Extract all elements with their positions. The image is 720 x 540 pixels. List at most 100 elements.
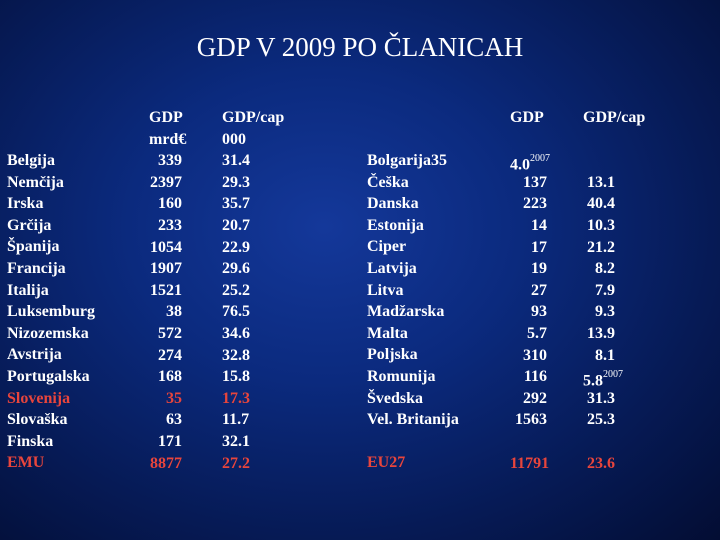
spacer: [510, 431, 547, 453]
right-gdpcap-cell: 13.1: [583, 172, 615, 194]
right-gdpcap-cell: 9.3: [583, 301, 615, 323]
left-gdp-cell: 38: [149, 301, 182, 323]
right-gdpcap-cell: 13.9: [583, 323, 615, 345]
right-total-gdp: 11791: [510, 453, 550, 475]
right-gdp-cell-text: 17: [531, 238, 547, 256]
right-country-cell: Malta: [367, 323, 459, 345]
left-gdp-cell-text: 63: [166, 411, 182, 429]
left-gdp-cell-text: 1907: [150, 260, 182, 278]
left-gdp-cell: 2397: [149, 172, 182, 194]
right-country-cell-text: Švedska: [367, 389, 424, 407]
left-country-cell-text: Luksemburg: [7, 303, 96, 321]
right-gdpcap-cell-text: 7.9: [595, 281, 615, 299]
left-gdpcap-cell: 20.7: [222, 215, 284, 237]
left-gdpcap-cell-text: 76.5: [222, 303, 250, 321]
right-gdp-cell-text: 116: [523, 368, 547, 386]
left-gdpcap-cell: 11.7: [222, 409, 284, 431]
spacer: [367, 431, 459, 453]
right-country-cell-text: Malta: [367, 324, 408, 342]
right-gdp-cell: 5.7: [510, 323, 547, 345]
left-gdpcap-cell-text: 31.4: [222, 152, 250, 170]
right-gdpcap-cell: 8.1: [583, 345, 615, 367]
right-gdpcap-cell: 21.2: [583, 237, 615, 259]
right-gdp-cell-text: 5.7: [527, 324, 547, 342]
left-gdpcap-cell: 32.8: [222, 345, 284, 367]
right-gdpcap-header-text: GDP/cap: [583, 109, 646, 126]
left-gdp-cell: 35: [149, 388, 182, 410]
right-gdp-cell-text: 137: [523, 173, 547, 191]
left-country-cell-text: Finska: [7, 432, 54, 450]
left-country-cell: Nemčija: [7, 172, 95, 194]
right-gdpcap-cell-text: 9.3: [595, 303, 615, 321]
right-country-cell: Latvija: [367, 258, 459, 280]
left-country-cell: Italija: [7, 280, 95, 302]
left-gdp-cell-text: 1521: [150, 281, 182, 299]
left-gdpcap-cell: 35.7: [222, 193, 284, 215]
right-country-cell: Poljska: [367, 344, 459, 366]
right-gdp-header-text: GDP: [510, 109, 544, 126]
right-gdp-cell: 137: [510, 172, 547, 194]
right-gdp-column: GDP 4.02007 137 223 14 17 19 27 93 5.7 310 116 292 15…: [510, 107, 550, 475]
left-gdpcap-cell: 15.8: [222, 366, 284, 388]
right-gdp-cell: 14: [510, 215, 547, 237]
spacer: [583, 129, 645, 151]
left-gdpcap-header-text: GDP/cap: [222, 109, 285, 126]
right-country-cell: Češka: [367, 172, 459, 194]
left-gdpcap-cell-text: 22.9: [222, 238, 250, 256]
left-gdpcap-cell-text: 15.8: [222, 368, 250, 386]
right-gdpcap-cell-text: 5.8: [583, 372, 603, 390]
left-gdpcap-cell-text: 29.3: [222, 173, 250, 191]
left-country-cell: Portugalska: [7, 366, 95, 388]
right-gdp-cell: 292: [510, 388, 547, 410]
right-gdp-cell-text: 93: [531, 303, 547, 321]
left-gdp-cell-text: 572: [158, 324, 182, 342]
right-country-cell-text: Litva: [367, 281, 404, 299]
right-total-gdpcap-text: 23.6: [587, 454, 615, 472]
left-gdpcap-cell-text: 32.8: [222, 346, 250, 364]
right-country-cell: Bolgarija35: [367, 150, 459, 172]
right-country-cell-text: Madžarska: [367, 303, 445, 321]
left-gdpcap-cell-text: 35.7: [222, 195, 250, 213]
left-gdp-header: GDP: [149, 107, 186, 129]
right-total-gdp-text: 11791: [510, 454, 550, 472]
left-gdp-cell-text: 168: [158, 368, 182, 386]
left-gdp-cell-text: 38: [166, 303, 182, 321]
left-gdp-cell: 274: [149, 345, 182, 367]
right-country-cell-text: Romunija: [367, 367, 436, 385]
left-gdp-cell: 160: [149, 193, 182, 215]
right-gdp-cell: 17: [510, 237, 547, 259]
right-gdp-header: GDP: [510, 107, 547, 129]
left-country-cell-text: Belgija: [7, 152, 55, 169]
right-country-cell-text: Češka: [367, 173, 409, 191]
left-country-cell: Grčija: [7, 215, 95, 237]
left-gdpcap-cell: 32.1: [222, 431, 284, 453]
left-country-cell-text: Španija: [7, 238, 60, 256]
left-country-cell-text: Slovenija: [7, 389, 71, 407]
left-gdpcap-cell-text: 29.6: [222, 260, 250, 278]
right-country-cell: Vel. Britanija: [367, 409, 459, 431]
right-country-cell: Madžarska: [367, 301, 459, 323]
left-country-cell: Francija: [7, 258, 95, 280]
right-country-cell: Litva: [367, 280, 459, 302]
left-country-cell: Slovaška: [7, 409, 95, 431]
right-gdpcap-cell-text: 40.4: [587, 195, 615, 213]
right-country-cell: Švedska: [367, 388, 459, 410]
right-gdp-cell-text: 310: [523, 346, 547, 364]
left-country-cell: Slovenija: [7, 388, 95, 410]
right-gdpcap-cell: 5.82007: [583, 366, 623, 390]
right-country-cell: Romunija: [367, 366, 459, 388]
left-gdpcap-cell: 29.6: [222, 258, 284, 280]
left-gdp-cell-text: 339: [158, 152, 182, 170]
right-country-cell-text: Poljska: [367, 346, 418, 364]
right-gdpcap-cell: 31.3: [583, 388, 615, 410]
right-country-cell-text: Vel. Britanija: [367, 411, 459, 429]
left-gdp-cell-text: 8877: [150, 454, 182, 472]
right-gdp-cell-text: 4.0: [510, 156, 530, 174]
left-country-cell-text: Francija: [7, 259, 66, 277]
left-country-cell-text: Slovaška: [7, 411, 68, 429]
right-gdpcap-cell: 40.4: [583, 193, 615, 215]
left-gdp-cell: 233: [149, 215, 182, 237]
right-gdp-cell: 4.02007: [510, 150, 550, 174]
left-country-cell-text: EMU: [7, 454, 45, 472]
right-gdpcap-cell-superscript: 2007: [603, 369, 623, 381]
